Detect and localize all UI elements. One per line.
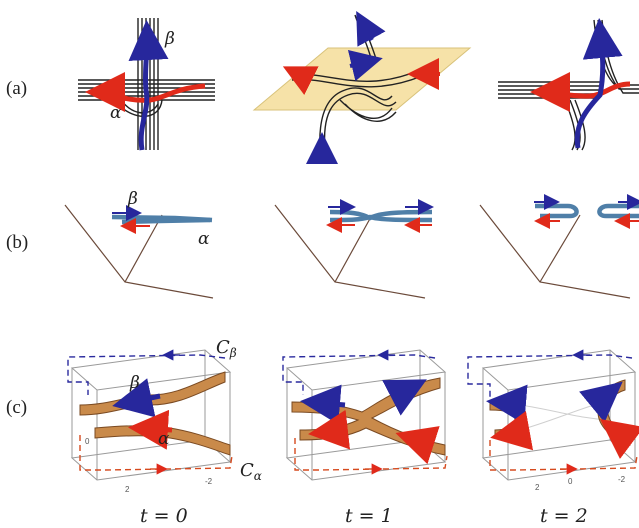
bounding-box-c3 <box>481 349 637 481</box>
label-alpha-a1: α <box>110 103 122 123</box>
label-alpha-b1: α <box>198 229 210 249</box>
faint-lines-c3 <box>519 399 611 431</box>
surface-edges-b3 <box>479 204 631 299</box>
panel-b-t2 <box>479 194 639 299</box>
label-beta-a1: β <box>164 29 175 49</box>
blue-arrow-a3 <box>574 18 623 149</box>
surface-edges-b2 <box>274 204 426 299</box>
red-arrow-c2-right <box>395 426 440 465</box>
tick-c3-m2: -2 <box>618 475 626 484</box>
surface-edges-b1 <box>64 204 214 299</box>
tick-c3-0: 0 <box>568 477 573 486</box>
label-beta-c1: β <box>129 373 140 393</box>
red-arrow-alpha-a1 <box>85 72 206 113</box>
panel-a-t2 <box>498 18 639 151</box>
tube-left-loop-b3 <box>535 203 579 219</box>
blue-arrow-c3-right <box>579 381 623 423</box>
row-label-c: (c) <box>6 397 27 418</box>
bounding-box-c1 <box>70 349 232 481</box>
row-label-b: (b) <box>6 232 28 253</box>
time-label-t1: t = 1 <box>345 505 393 527</box>
blue-arrow-a2-top <box>356 10 386 47</box>
tube-right-loop-b3 <box>597 203 639 219</box>
tube-lower-b2 <box>329 214 433 223</box>
panel-c-t2: 0 2 -2 <box>467 349 639 492</box>
blue-arrow-c3-left <box>486 384 528 425</box>
dashed-curve-c-beta-c1 <box>67 354 226 395</box>
dashed-curve-alpha-c2 <box>294 438 448 471</box>
label-beta-b1: β <box>127 189 138 209</box>
dashed-curve-beta-c2 <box>282 354 436 395</box>
panel-a-t0: β α <box>78 18 215 151</box>
panel-c-t0: β α Cβ Cα 0 2 -2 <box>67 337 262 494</box>
panel-a-t1 <box>252 10 472 164</box>
blue-arrow-beta-a1 <box>128 20 169 151</box>
panel-b-t1 <box>274 199 434 299</box>
reconnection-plane <box>252 47 472 111</box>
tick-c1-m2: -2 <box>205 477 213 486</box>
red-arrow-c2-left <box>308 409 351 450</box>
blue-arrow-a2-upper <box>347 50 383 82</box>
surface-beta-c1 <box>79 371 226 416</box>
blue-arrow-c2-right <box>382 379 427 416</box>
tick-c1-2: 2 <box>125 485 130 494</box>
tick-c1-0: 0 <box>85 437 90 446</box>
panel-c-t1 <box>282 349 448 481</box>
tick-c3-2: 2 <box>535 483 540 492</box>
dashed-curve-alpha-c3 <box>489 440 638 471</box>
label-alpha-c1: α <box>158 429 170 449</box>
red-arrow-c3-left <box>490 410 534 451</box>
red-arrow-c1 <box>128 409 173 450</box>
panel-b-t0: β α <box>64 189 214 299</box>
red-arrow-c3-right <box>600 419 639 459</box>
blue-arrow-c1 <box>112 378 161 418</box>
tube-alpha-b1 <box>121 217 211 225</box>
red-arrow-a3 <box>530 72 631 113</box>
time-label-t2: t = 2 <box>540 505 588 527</box>
row-label-a: (a) <box>6 78 27 99</box>
blue-arrow-c2-left <box>300 384 346 425</box>
red-arrow-a2-left <box>282 66 319 96</box>
time-label-t0: t = 0 <box>140 505 188 527</box>
label-c-beta: Cβ <box>216 337 237 360</box>
dashed-curve-c-alpha-c1 <box>79 435 233 471</box>
label-c-alpha: Cα <box>240 460 262 483</box>
